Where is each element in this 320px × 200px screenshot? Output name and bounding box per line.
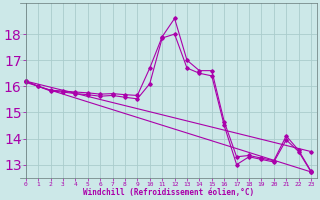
X-axis label: Windchill (Refroidissement éolien,°C): Windchill (Refroidissement éolien,°C) — [83, 188, 254, 197]
